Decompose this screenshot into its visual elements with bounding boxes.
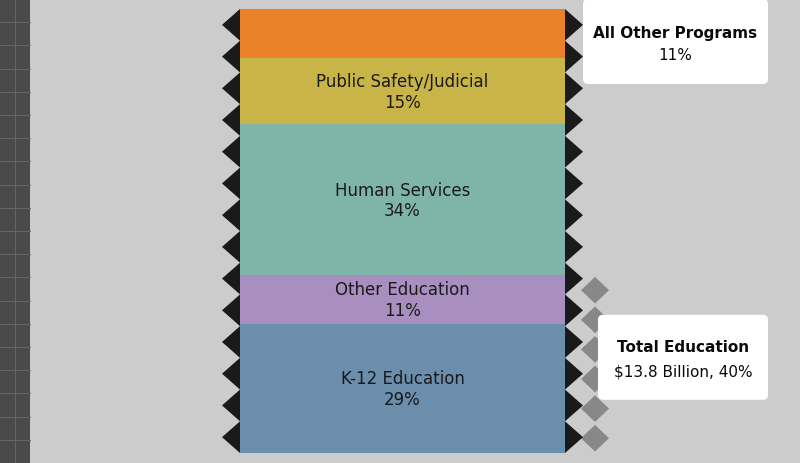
Bar [240, 276, 565, 325]
Polygon shape [222, 105, 240, 137]
Bar [240, 10, 565, 59]
Text: $13.8 Billion, 40%: $13.8 Billion, 40% [614, 363, 752, 378]
Polygon shape [222, 200, 240, 232]
Polygon shape [581, 425, 609, 451]
Text: 11%: 11% [658, 49, 693, 63]
Polygon shape [565, 137, 583, 168]
Polygon shape [222, 263, 240, 295]
Text: K-12 Education
29%: K-12 Education 29% [341, 369, 465, 408]
Polygon shape [581, 336, 609, 363]
Polygon shape [565, 168, 583, 200]
Polygon shape [565, 295, 583, 326]
Polygon shape [222, 137, 240, 168]
Text: Other Education
11%: Other Education 11% [335, 281, 470, 319]
Polygon shape [581, 307, 609, 333]
Text: Public Safety/Judicial
15%: Public Safety/Judicial 15% [316, 73, 489, 111]
Polygon shape [222, 10, 240, 42]
Polygon shape [565, 263, 583, 295]
Bar [240, 325, 565, 453]
Bar [240, 59, 565, 125]
Polygon shape [222, 168, 240, 200]
Polygon shape [222, 390, 240, 421]
Polygon shape [581, 277, 609, 304]
Polygon shape [565, 358, 583, 390]
Polygon shape [565, 232, 583, 263]
Polygon shape [565, 390, 583, 421]
FancyBboxPatch shape [598, 315, 768, 400]
Polygon shape [565, 42, 583, 73]
Polygon shape [581, 395, 609, 422]
Bar [0, 0, 30, 463]
Polygon shape [565, 105, 583, 137]
Polygon shape [222, 42, 240, 73]
Polygon shape [222, 232, 240, 263]
Bar [240, 125, 565, 276]
Polygon shape [565, 326, 583, 358]
Polygon shape [222, 73, 240, 105]
Text: Human Services
34%: Human Services 34% [335, 181, 470, 220]
Polygon shape [565, 10, 583, 42]
FancyBboxPatch shape [583, 0, 768, 85]
Polygon shape [222, 421, 240, 453]
Polygon shape [565, 200, 583, 232]
Polygon shape [565, 73, 583, 105]
Polygon shape [581, 366, 609, 393]
Text: Total Education: Total Education [617, 339, 749, 354]
Polygon shape [565, 421, 583, 453]
Polygon shape [222, 358, 240, 390]
Polygon shape [222, 295, 240, 326]
Text: All Other Programs: All Other Programs [594, 26, 758, 41]
Polygon shape [222, 326, 240, 358]
